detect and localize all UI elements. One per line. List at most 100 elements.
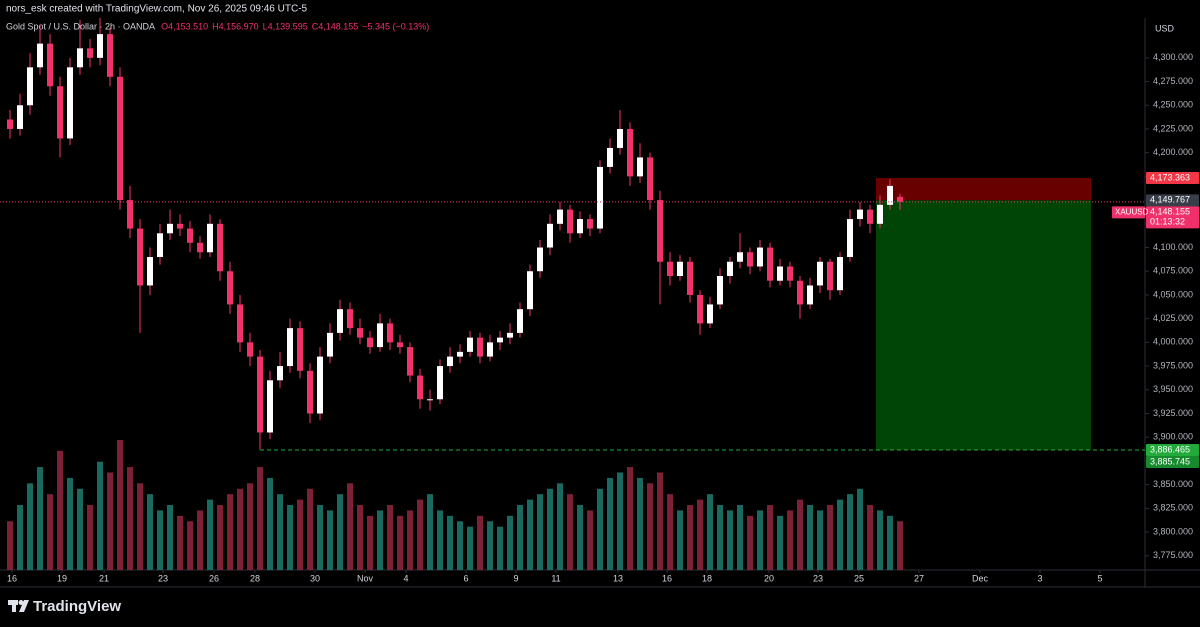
candle-body [97,34,103,58]
volume-bar [647,483,653,570]
volume-bar [837,499,843,570]
logo-part [12,600,16,612]
candle-body [697,294,703,324]
logo-part [19,600,29,612]
candle-body [597,166,603,229]
candle-body [837,257,843,291]
candle-body [707,304,713,324]
y-tick-label: 4,200.000 [1153,147,1193,157]
candle-body [467,337,473,352]
volume-bar [547,488,553,570]
candle-body [577,219,583,234]
footer-brand: TradingView [33,598,121,615]
x-tick-label: 4 [403,573,408,583]
candle-body [417,375,423,400]
volume-bar [7,521,13,570]
candle-body [67,67,73,139]
candle-body [87,48,93,58]
price-tag [1146,456,1199,469]
candle-body [787,266,793,281]
volume-bar [697,499,703,570]
volume-bar [817,510,823,570]
candle-body [387,323,393,343]
y-tick-label: 3,775.000 [1153,550,1193,560]
volume-bar [537,494,543,570]
volume-bar [187,521,193,570]
legend-value: −5.345 (−0.13%) [362,21,429,31]
candle-body [647,157,653,201]
volume-bar [457,521,463,570]
candle-body [337,309,343,333]
candle-body [727,261,733,276]
candle-body [107,34,113,77]
volume-bar [787,510,793,570]
x-tick-label: 3 [1037,573,1042,583]
volume-bar [807,505,813,570]
plot-area [7,18,1091,570]
volume-bar [257,467,263,570]
x-tick-label: 23 [158,573,168,583]
x-tick-label: 13 [613,573,623,583]
candle-body [897,196,903,202]
volume-bar [627,467,633,570]
candle-body [217,223,223,272]
x-tick-label: 20 [764,573,774,583]
volume-bar [77,488,83,570]
legend-value: O4,153.510 [161,21,208,31]
volume-bar [207,499,213,570]
candle-body [437,366,443,400]
price-tag-label: 4,173.363 [1150,172,1190,182]
volume-bar [367,515,373,570]
volume-bar [327,510,333,570]
volume-bar [267,477,273,570]
volume-bar [637,477,643,570]
volume-bar [107,472,113,570]
candle-body [797,280,803,305]
reward-zone [876,200,1091,451]
candle-body [857,209,863,220]
candle-body [817,261,823,286]
volume-bar [847,494,853,570]
candle-body [267,380,273,433]
price-tag [1146,194,1199,207]
volume-bar [487,521,493,570]
volume-bar [137,483,143,570]
y-tick-label: 4,000.000 [1153,337,1193,347]
volume-bar [477,515,483,570]
candle-body [237,304,243,343]
volume-bar [827,505,833,570]
volume-bar [87,505,93,570]
candle-body [257,356,263,433]
volume-bar [687,505,693,570]
candle-body [177,223,183,229]
volume-bar [667,494,673,570]
price-tag-label: 3,885.745 [1150,456,1190,466]
volume-bar [867,505,873,570]
volume-bar [437,510,443,570]
y-tick-label: 4,225.000 [1153,123,1193,133]
volume-bar [57,450,63,570]
volume-bar [67,477,73,570]
candle-body [57,86,63,139]
price-tag-countdown: 01:13:32 [1150,217,1185,227]
volume-bar [427,494,433,570]
candle-body [887,185,893,205]
candle-body [27,67,33,106]
candle-body [77,48,83,68]
x-tick-label: 27 [914,573,924,583]
volume-bar [577,505,583,570]
candle-body [7,119,13,129]
volume-bar [857,488,863,570]
x-tick-label: 30 [310,573,320,583]
candle-body [407,347,413,376]
candle-body [637,157,643,177]
volume-bar [117,440,123,570]
x-tick-label: 11 [551,573,560,583]
volume-bar [227,494,233,570]
y-tick-label: 3,800.000 [1153,526,1193,536]
volume-bar [357,505,363,570]
symbol-tag [1112,206,1145,219]
volume-bar [777,515,783,570]
candle-body [207,223,213,253]
